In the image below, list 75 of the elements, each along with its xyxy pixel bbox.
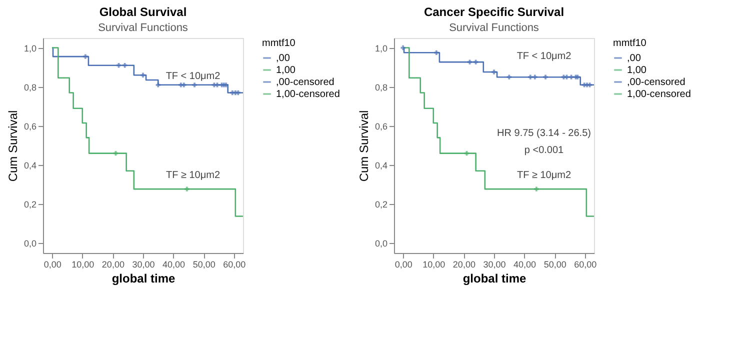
x-tick-label: 60,00 — [574, 260, 597, 270]
y-tick-label: 0,8 — [374, 82, 388, 92]
legend-label: ,00 — [276, 53, 290, 64]
point — [192, 82, 197, 88]
x-axis-title: global time — [112, 272, 176, 286]
legend-label: ,00-censored — [276, 77, 334, 88]
annotation: TF < 10μm2 — [516, 51, 572, 62]
legend-label: 1,00-censored — [627, 89, 691, 100]
point — [182, 82, 186, 88]
y-tick-label: 0,8 — [24, 82, 36, 92]
y-tick-label: 1,0 — [374, 43, 388, 54]
x-tick-label: 50,00 — [192, 260, 216, 270]
point — [467, 60, 472, 64]
point — [587, 82, 592, 88]
point — [528, 74, 533, 80]
x-tick-label: 0,00 — [394, 260, 412, 270]
chart-title: Cancer Specific Survival — [424, 5, 564, 19]
x-tick-label: 40,00 — [162, 260, 186, 270]
legend-label: 1,00-censored — [276, 89, 340, 100]
point — [214, 82, 220, 88]
annotation: TF ≥ 10μm2 — [166, 170, 220, 181]
point — [113, 150, 118, 156]
legend-title: mmtf10 — [262, 38, 296, 49]
chart-subtitle: Survival Functions — [449, 22, 540, 34]
point — [122, 63, 128, 68]
x-tick-label: 50,00 — [544, 260, 566, 270]
point — [83, 54, 88, 59]
y-axis-title: Cum Survival — [6, 110, 20, 182]
x-tick-label: 20,00 — [102, 260, 124, 270]
x-tick-label: 60,00 — [223, 260, 246, 270]
point — [473, 60, 478, 64]
point — [543, 74, 548, 80]
point — [434, 50, 439, 56]
annotation: TF < 10μm2 — [166, 71, 221, 82]
point — [184, 186, 190, 192]
y-tick-label: 1,0 — [24, 43, 36, 54]
x-tick-label: 40,00 — [514, 260, 536, 270]
x-axis-title: global time — [462, 272, 526, 286]
point — [400, 45, 406, 50]
point — [506, 74, 512, 80]
point — [492, 70, 496, 74]
y-tick-label: 0,4 — [24, 160, 36, 171]
x-tick-label: 10,00 — [72, 260, 94, 270]
legend-label: 1,00 — [627, 65, 647, 76]
point — [156, 82, 160, 88]
annotation: TF ≥ 10μm2 — [516, 170, 572, 181]
legend-label: ,00-censored — [627, 77, 686, 88]
point — [464, 150, 470, 156]
x-tick-label: 10,00 — [422, 260, 446, 270]
point — [568, 74, 574, 80]
point — [236, 90, 240, 96]
y-tick-label: 0,2 — [24, 200, 36, 210]
legend-title: mmtf10 — [613, 38, 647, 49]
point — [116, 63, 122, 68]
y-tick-label: 0,2 — [374, 200, 388, 210]
point — [532, 74, 538, 80]
legend-label: 1,00 — [276, 65, 296, 76]
chart-subtitle: Survival Functions — [98, 22, 188, 34]
chart-title: Global Survival — [99, 5, 187, 19]
y-tick-label: 0,4 — [374, 160, 388, 171]
x-tick-label: 30,00 — [483, 260, 506, 270]
annotation: HR 9.75 (3.14 - 26.5) — [497, 128, 591, 139]
x-tick-label: 20,00 — [452, 260, 476, 270]
y-axis-title: Cum Survival — [356, 110, 371, 182]
y-tick-label: 0,0 — [24, 238, 36, 249]
point — [564, 74, 570, 80]
point — [140, 72, 146, 78]
y-tick-label: 0,6 — [24, 121, 36, 132]
y-tick-label: 0,6 — [374, 121, 388, 132]
y-tick-label: 0,0 — [374, 238, 388, 249]
x-tick-label: 0,00 — [44, 260, 62, 270]
point — [534, 186, 539, 192]
legend-label: ,00 — [627, 53, 642, 64]
x-tick-label: 30,00 — [132, 260, 155, 270]
annotation: p <0.001 — [524, 145, 564, 156]
